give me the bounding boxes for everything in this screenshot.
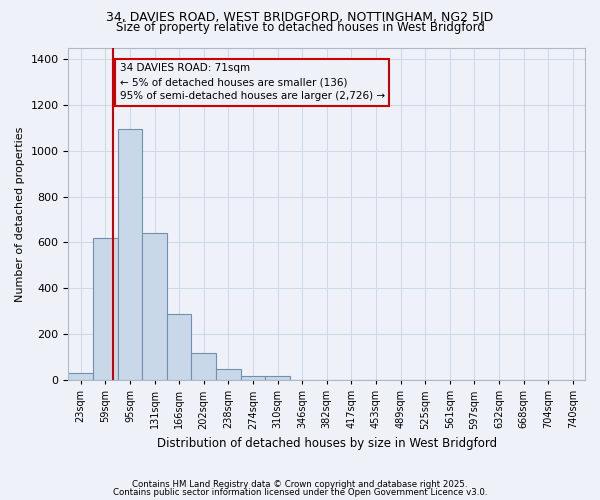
Text: Contains public sector information licensed under the Open Government Licence v3: Contains public sector information licen… bbox=[113, 488, 487, 497]
Bar bbox=[93, 238, 118, 380]
Bar bbox=[216, 368, 241, 380]
Bar bbox=[191, 352, 216, 380]
Text: Contains HM Land Registry data © Crown copyright and database right 2025.: Contains HM Land Registry data © Crown c… bbox=[132, 480, 468, 489]
Text: 34, DAVIES ROAD, WEST BRIDGFORD, NOTTINGHAM, NG2 5JD: 34, DAVIES ROAD, WEST BRIDGFORD, NOTTING… bbox=[106, 11, 494, 24]
X-axis label: Distribution of detached houses by size in West Bridgford: Distribution of detached houses by size … bbox=[157, 437, 497, 450]
Bar bbox=[118, 129, 142, 380]
Y-axis label: Number of detached properties: Number of detached properties bbox=[15, 126, 25, 302]
Bar bbox=[241, 376, 265, 380]
Bar bbox=[167, 314, 191, 380]
Bar bbox=[265, 376, 290, 380]
Text: 34 DAVIES ROAD: 71sqm
← 5% of detached houses are smaller (136)
95% of semi-deta: 34 DAVIES ROAD: 71sqm ← 5% of detached h… bbox=[119, 64, 385, 102]
Bar bbox=[68, 374, 93, 380]
Text: Size of property relative to detached houses in West Bridgford: Size of property relative to detached ho… bbox=[116, 22, 484, 35]
Bar bbox=[142, 234, 167, 380]
